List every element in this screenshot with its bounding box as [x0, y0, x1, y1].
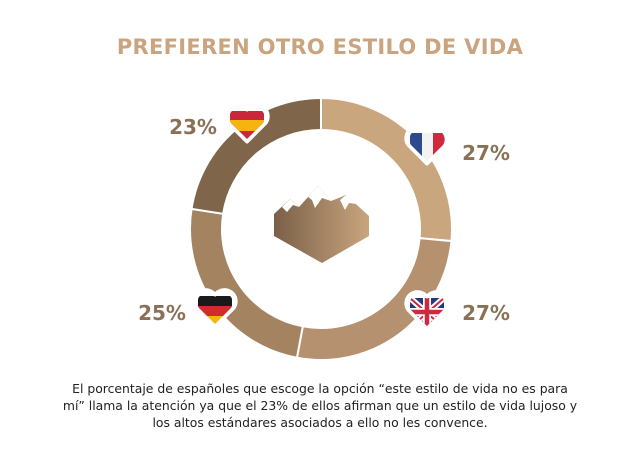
data-label-uk: 27% — [462, 301, 510, 325]
data-label-spain: 23% — [169, 115, 217, 139]
slice-spain — [190, 96, 322, 215]
data-label-germany: 25% — [138, 301, 186, 325]
caption-text: El porcentaje de españoles que escoge la… — [62, 381, 578, 430]
mountain-icon — [274, 186, 369, 263]
data-label-france: 27% — [462, 141, 510, 165]
france-flag-heart-icon — [404, 125, 450, 166]
chart-title: PREFIEREN OTRO ESTILO DE VIDA — [116, 35, 524, 59]
germany-flag-heart-icon — [192, 288, 238, 329]
